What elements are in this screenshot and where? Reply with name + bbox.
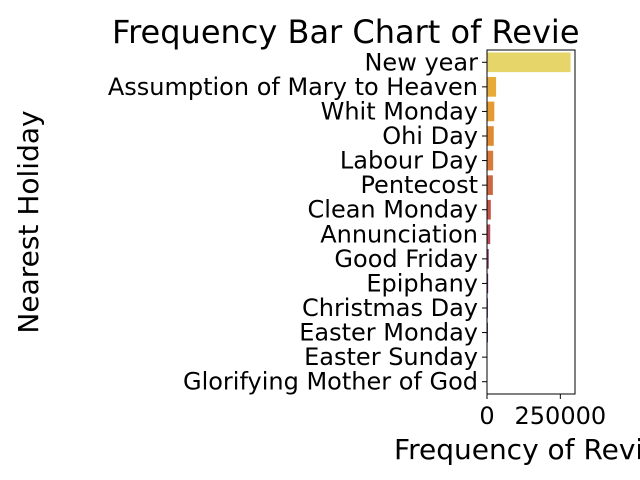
x-tick-label: 0	[479, 402, 494, 430]
bar	[487, 249, 489, 269]
y-tick-label: Clean Monday	[308, 196, 478, 224]
bar	[487, 52, 571, 73]
y-tick-label: Labour Day	[340, 147, 478, 175]
bar	[487, 273, 489, 294]
bar	[487, 126, 494, 146]
y-tick-label: Easter Monday	[299, 319, 478, 347]
bar	[487, 101, 495, 122]
y-tick-label: Christmas Day	[302, 294, 478, 322]
x-axis-label: Frequency of Revie	[394, 433, 640, 466]
plot-area-frame	[486, 49, 576, 395]
y-tick-label: Pentecost	[360, 171, 478, 199]
bar	[487, 77, 497, 97]
y-tick-label: Assumption of Mary to Heaven	[108, 73, 478, 101]
y-tick-label: Easter Sunday	[304, 343, 478, 371]
y-tick-label: Glorifying Mother of God	[183, 368, 478, 396]
y-tick-label: Ohi Day	[382, 122, 478, 150]
y-tick-label: Annunciation	[320, 220, 478, 248]
y-tick-label: New year	[364, 48, 478, 76]
y-tick-label: Whit Monday	[321, 97, 478, 125]
y-axis-label: Nearest Holiday	[12, 110, 45, 333]
bar	[487, 224, 491, 245]
bar	[487, 150, 494, 171]
y-tick-label: Good Friday	[334, 245, 478, 273]
chart-title: Frequency Bar Chart of Revie	[112, 13, 580, 51]
x-tick-label: 250000	[515, 402, 607, 430]
x-ticks: 0 250000	[479, 394, 606, 430]
y-tick-label: Epiphany	[366, 269, 478, 297]
bar	[487, 175, 493, 195]
bar	[487, 199, 491, 220]
bars-group	[487, 52, 571, 392]
